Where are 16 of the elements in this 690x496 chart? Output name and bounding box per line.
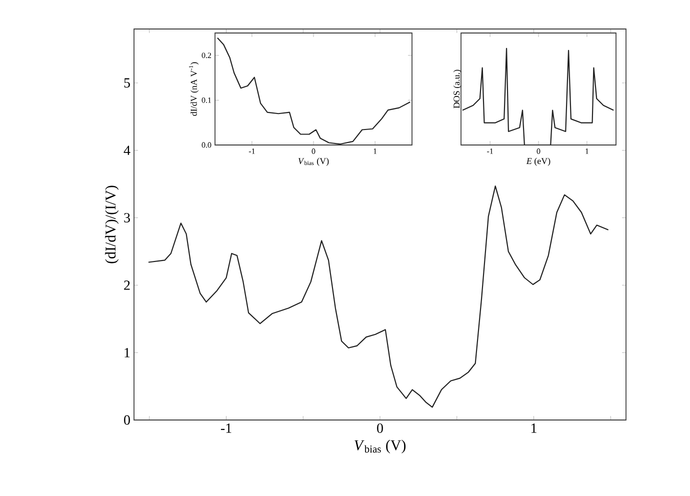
x-axis-title: V$_{bias}$ (V) bbox=[298, 158, 329, 166]
x-axis-title: E (eV) bbox=[526, 158, 550, 166]
y-tick-label: 2 bbox=[124, 280, 130, 290]
x-tick-label: -1 bbox=[220, 424, 232, 433]
y-tick-label: 0 bbox=[124, 415, 130, 425]
y-tick-label: 1 bbox=[124, 348, 130, 358]
line-series bbox=[148, 186, 609, 408]
x-axis-title: V$_{bias}$ (V) bbox=[354, 440, 406, 454]
y-tick-label: 5 bbox=[124, 78, 130, 88]
y-axis-title: dI/dV (nA V$^{-1}$) bbox=[188, 62, 199, 116]
y-axis-title: DOS (a.u.) bbox=[453, 70, 462, 108]
y-axis-title: (dI/dV)/(I/V) bbox=[105, 186, 119, 264]
x-tick-label: 1 bbox=[531, 424, 536, 433]
x-tick-label: 0 bbox=[377, 424, 383, 433]
y-tick-label: 4 bbox=[124, 146, 130, 155]
y-tick-label: 3 bbox=[124, 213, 130, 222]
